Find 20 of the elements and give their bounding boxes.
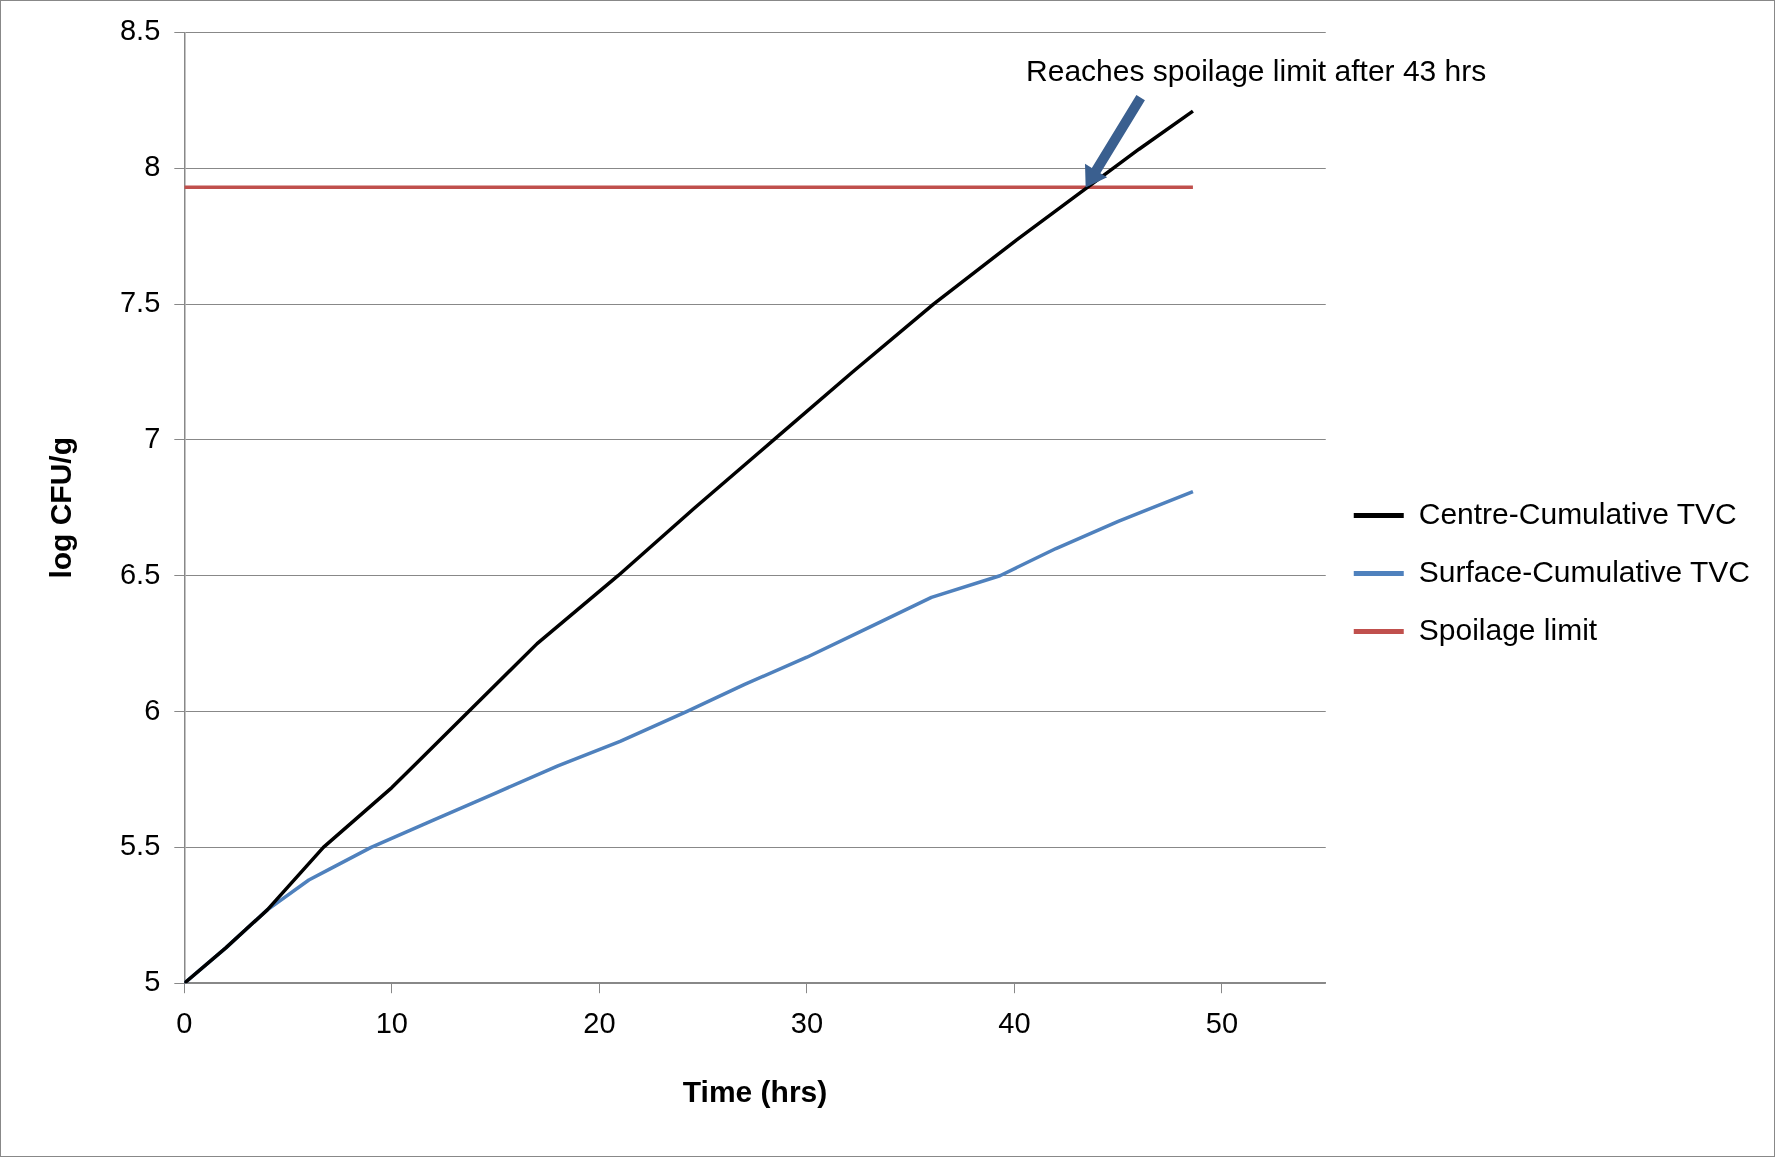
y-tick-label: 6.5 — [119, 557, 161, 590]
y-tick-label: 7.5 — [119, 286, 161, 319]
x-tick-label: 50 — [1205, 1006, 1239, 1039]
x-tick-label: 10 — [375, 1006, 408, 1039]
x-tick-label: 0 — [176, 1006, 193, 1039]
y-tick-label: 5 — [144, 965, 161, 998]
y-tick-label: 8.5 — [119, 14, 161, 47]
x-tick-label: 20 — [583, 1006, 616, 1039]
annotation: Reaches spoilage limit after 43 hrs — [1026, 53, 1487, 87]
y-axis-title: log CFU/g — [44, 436, 78, 579]
legend-label: Surface-Cumulative TVC — [1418, 554, 1750, 588]
x-tick-label: 40 — [998, 1006, 1031, 1039]
y-tick-label: 6 — [144, 693, 161, 726]
legend-label: Spoilage limit — [1418, 612, 1598, 646]
legend-label: Centre-Cumulative TVC — [1418, 496, 1737, 530]
y-tick-label: 8 — [144, 150, 161, 183]
x-tick-label: 30 — [790, 1006, 824, 1039]
y-tick-label: 7 — [144, 421, 161, 454]
y-tick-label: 5.5 — [119, 829, 161, 862]
x-axis-title: Time (hrs) — [682, 1075, 828, 1109]
